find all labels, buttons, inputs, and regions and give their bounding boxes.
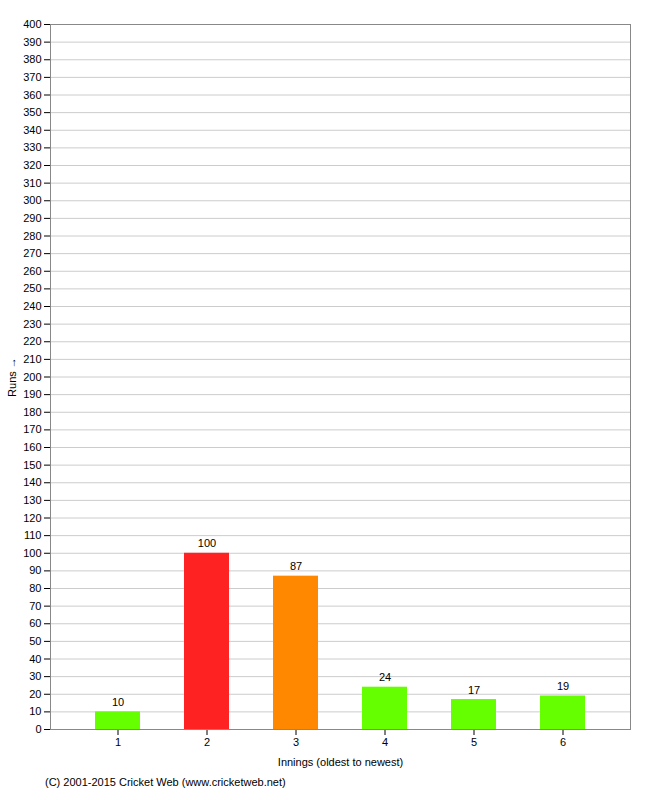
svg-text:380: 380 [23,53,41,65]
svg-text:290: 290 [23,212,41,224]
svg-text:210: 210 [23,353,41,365]
svg-text:240: 240 [23,300,41,312]
svg-text:190: 190 [23,388,41,400]
svg-text:5: 5 [471,736,477,748]
svg-text:2: 2 [204,736,210,748]
svg-text:80: 80 [29,582,41,594]
svg-text:130: 130 [23,494,41,506]
svg-text:220: 220 [23,335,41,347]
svg-text:200: 200 [23,371,41,383]
svg-text:20: 20 [29,688,41,700]
svg-text:40: 40 [29,653,41,665]
svg-text:3: 3 [293,736,299,748]
svg-text:10: 10 [29,705,41,717]
svg-text:90: 90 [29,564,41,576]
svg-text:370: 370 [23,71,41,83]
svg-text:170: 170 [23,423,41,435]
svg-text:19: 19 [557,680,569,692]
svg-text:400: 400 [23,18,41,30]
svg-text:280: 280 [23,230,41,242]
svg-text:120: 120 [23,512,41,524]
svg-text:180: 180 [23,406,41,418]
svg-text:Runs →: Runs → [6,357,18,397]
svg-text:330: 330 [23,141,41,153]
svg-text:50: 50 [29,635,41,647]
svg-text:6: 6 [560,736,566,748]
svg-text:100: 100 [198,537,216,549]
svg-text:Innings (oldest to newest): Innings (oldest to newest) [278,756,403,768]
svg-text:0: 0 [35,723,41,735]
svg-text:150: 150 [23,459,41,471]
svg-text:24: 24 [379,671,391,683]
html-text:(C) 2001-2015 Cricket Web (www: (C) 2001-2015 Cricket Web (www.cricketwe… [45,776,286,788]
svg-text:230: 230 [23,318,41,330]
svg-text:350: 350 [23,106,41,118]
svg-text:1: 1 [115,736,121,748]
svg-text:4: 4 [382,736,388,748]
svg-text:17: 17 [468,684,480,696]
svg-text:110: 110 [24,529,42,541]
svg-text:70: 70 [29,600,41,612]
svg-text:360: 360 [23,89,41,101]
svg-text:140: 140 [23,476,41,488]
svg-text:310: 310 [23,177,41,189]
svg-text:300: 300 [23,194,41,206]
svg-text:10: 10 [112,696,124,708]
svg-text:390: 390 [23,36,41,48]
svg-text:87: 87 [290,560,302,572]
svg-text:160: 160 [23,441,41,453]
svg-text:260: 260 [23,265,41,277]
svg-text:270: 270 [23,247,41,259]
svg-text:30: 30 [29,670,41,682]
svg-text:320: 320 [23,159,41,171]
svg-text:250: 250 [23,282,41,294]
svg-text:60: 60 [29,617,41,629]
svg-text:340: 340 [23,124,41,136]
svg-text:100: 100 [23,547,41,559]
